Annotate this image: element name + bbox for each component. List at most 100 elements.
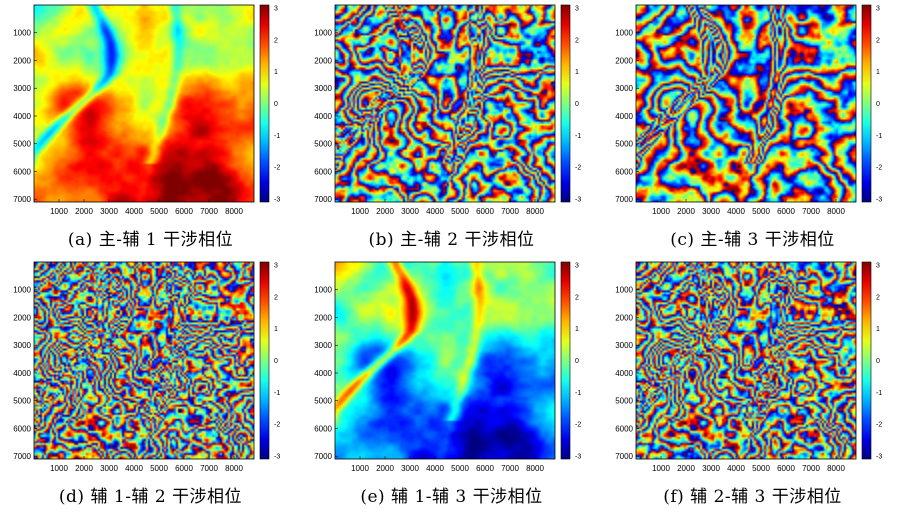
x-tick-label: 6000 <box>777 464 795 473</box>
colorbar-tick-label: -3 <box>876 454 882 461</box>
x-tick-label: 2000 <box>677 207 695 216</box>
colorbar-tick-label: 3 <box>274 263 278 270</box>
colorbar-tick-label: -2 <box>876 422 882 429</box>
colorbar-tick-label: 2 <box>274 294 278 301</box>
y-tick-label: 7000 <box>314 195 332 204</box>
y-tick-label: 5000 <box>13 140 31 149</box>
colorbar-tick-label: 3 <box>274 6 278 13</box>
x-tick-label: 2000 <box>376 464 394 473</box>
panel-caption: (b) 主-辅 2 干涉相位 <box>368 230 535 250</box>
x-tick-label: 1000 <box>50 464 68 473</box>
y-tick-label: 4000 <box>314 112 332 121</box>
x-tick-label: 4000 <box>426 464 444 473</box>
colorbar-tick-label: -3 <box>274 197 280 204</box>
colorbar-tick-label: -1 <box>575 133 581 140</box>
colorbar <box>560 261 571 460</box>
y-tick-label: 4000 <box>615 369 633 378</box>
y-tick-label: 5000 <box>13 397 31 406</box>
y-tick-label: 5000 <box>314 140 332 149</box>
colorbar-tick-label: -3 <box>575 454 581 461</box>
y-tick-label: 6000 <box>615 167 633 176</box>
colorbar-tick-label: 2 <box>876 37 880 44</box>
y-tick-label: 5000 <box>615 140 633 149</box>
colorbar-tick-label: -1 <box>274 133 280 140</box>
y-tick-label: 4000 <box>314 369 332 378</box>
x-tick-label: 6000 <box>476 464 494 473</box>
x-tick-label: 6000 <box>476 207 494 216</box>
y-tick-label: 3000 <box>615 341 633 350</box>
y-tick-label: 2000 <box>13 313 31 322</box>
y-tick-label: 1000 <box>13 29 31 38</box>
plot-frame <box>334 261 556 460</box>
panel-caption: (d) 辅 1-辅 2 干涉相位 <box>58 487 243 507</box>
colorbar <box>560 4 571 203</box>
y-tick-label: 6000 <box>615 424 633 433</box>
chart-panel: 1000 2000 3000 4000 5000 6000 7000 8000 1000 2000… <box>301 257 602 514</box>
y-tick-label: 2000 <box>615 313 633 322</box>
y-tick-label: 1000 <box>615 286 633 295</box>
x-tick-label: 8000 <box>225 207 243 216</box>
x-tick-label: 3000 <box>702 464 720 473</box>
x-tick-label: 5000 <box>451 207 469 216</box>
y-tick-label: 2000 <box>314 313 332 322</box>
x-tick-label: 1000 <box>652 207 670 216</box>
x-tick-label: 3000 <box>401 207 419 216</box>
x-tick-label: 1000 <box>652 464 670 473</box>
plot-frame <box>33 261 255 460</box>
colorbar-tick-label: 1 <box>575 326 579 333</box>
colorbar-tick-label: 0 <box>575 358 579 365</box>
colorbar-tick-label: -2 <box>575 165 581 172</box>
colorbar <box>861 4 872 203</box>
heatmap-chart: 1000 2000 3000 4000 5000 6000 7000 8000 1000 2000… <box>314 261 581 473</box>
colorbar-tick-label: 1 <box>876 326 880 333</box>
colorbar-tick-label: -3 <box>274 454 280 461</box>
x-tick-label: 6000 <box>175 207 193 216</box>
colorbar-tick-label: -2 <box>575 422 581 429</box>
colorbar-tick-label: 0 <box>274 358 278 365</box>
x-tick-label: 2000 <box>376 207 394 216</box>
x-tick-label: 3000 <box>401 464 419 473</box>
y-tick-label: 6000 <box>314 424 332 433</box>
x-tick-label: 8000 <box>526 207 544 216</box>
plot-frame <box>334 4 556 203</box>
x-tick-label: 7000 <box>200 207 218 216</box>
phase-heatmap-image <box>335 262 555 459</box>
x-tick-label: 6000 <box>777 207 795 216</box>
panel-caption: (e) 辅 1-辅 3 干涉相位 <box>360 487 543 507</box>
colorbar-tick-label: -1 <box>876 390 882 397</box>
colorbar-tick-label: 1 <box>876 69 880 76</box>
heatmap-chart: 1000 2000 3000 4000 5000 6000 7000 8000 1000 2000… <box>615 4 882 216</box>
x-tick-label: 2000 <box>677 464 695 473</box>
y-tick-label: 3000 <box>13 84 31 93</box>
x-tick-label: 5000 <box>150 464 168 473</box>
x-tick-label: 8000 <box>827 207 845 216</box>
colorbar-tick-label: 3 <box>876 6 880 13</box>
colorbar-tick-label: 1 <box>274 69 278 76</box>
colorbar-tick-label: 0 <box>876 101 880 108</box>
panel-caption: (f) 辅 2-辅 3 干涉相位 <box>663 487 842 507</box>
heatmap-chart: 1000 2000 3000 4000 5000 6000 7000 8000 1000 2000… <box>13 261 280 473</box>
x-tick-label: 4000 <box>426 207 444 216</box>
y-tick-label: 4000 <box>13 112 31 121</box>
x-tick-label: 1000 <box>50 207 68 216</box>
x-tick-label: 7000 <box>802 207 820 216</box>
y-tick-label: 1000 <box>13 286 31 295</box>
heatmap-chart: 1000 2000 3000 4000 5000 6000 7000 8000 1000 2000… <box>314 4 581 216</box>
phase-heatmap-image <box>636 5 856 202</box>
y-tick-label: 3000 <box>615 84 633 93</box>
y-tick-label: 2000 <box>615 56 633 65</box>
x-tick-label: 1000 <box>351 464 369 473</box>
colorbar-tick-label: -2 <box>274 422 280 429</box>
colorbar-tick-label: -1 <box>274 390 280 397</box>
x-tick-label: 6000 <box>175 464 193 473</box>
colorbar-tick-label: 1 <box>575 69 579 76</box>
colorbar-tick-label: -2 <box>274 165 280 172</box>
y-tick-label: 1000 <box>314 286 332 295</box>
x-tick-label: 3000 <box>702 207 720 216</box>
x-tick-label: 5000 <box>451 464 469 473</box>
y-tick-label: 6000 <box>13 167 31 176</box>
phase-heatmap-image <box>34 5 254 202</box>
colorbar-tick-label: -1 <box>876 133 882 140</box>
colorbar-tick-label: 1 <box>274 326 278 333</box>
x-tick-label: 8000 <box>526 464 544 473</box>
